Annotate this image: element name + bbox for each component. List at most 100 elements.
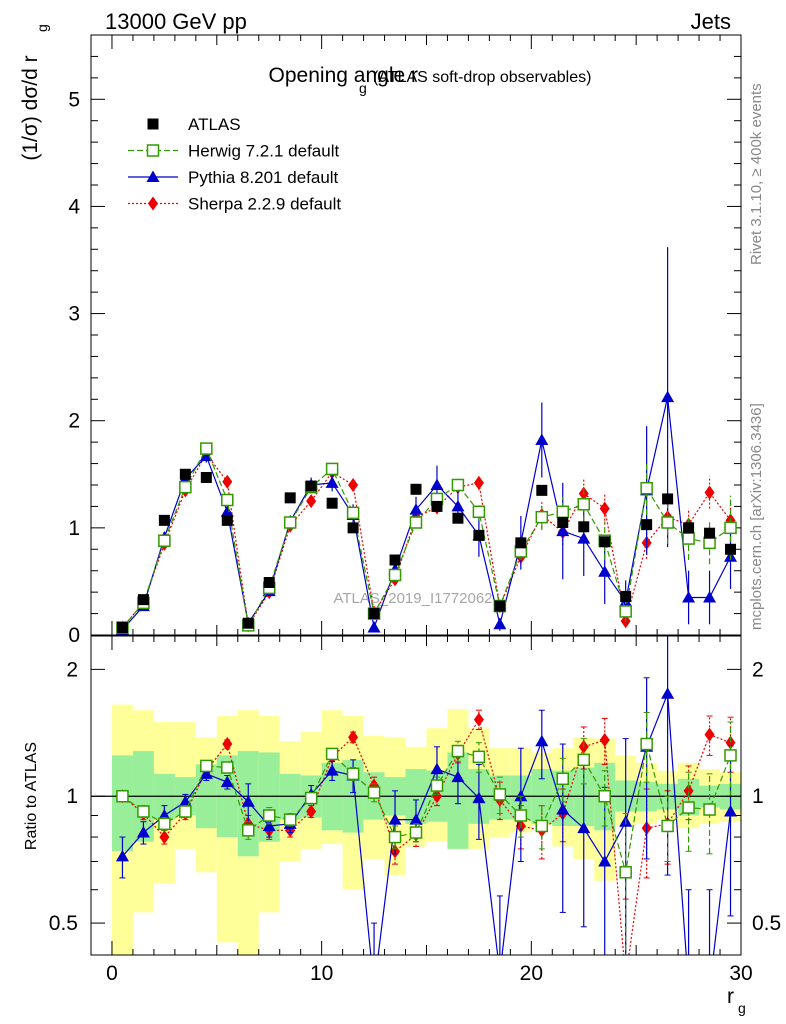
herwig-7-2-1-default-point — [661, 516, 674, 529]
atlas-point — [158, 514, 170, 526]
atlas-point — [683, 522, 695, 534]
main-y-tick-label: 3 — [68, 303, 80, 326]
herwig-7-2-1-default-point — [283, 516, 297, 529]
herwig-7-2-1-default-point — [556, 505, 570, 519]
main-y-tick-label: 5 — [68, 88, 80, 111]
ratio-y-tick-label: 1 — [66, 785, 78, 808]
main-axis-ticks — [91, 34, 742, 636]
pythia-8-201-default-point — [535, 433, 549, 445]
main-y-tick-labels: 0 1 2 3 4 5 — [68, 88, 80, 647]
atlas-point — [137, 594, 149, 606]
x-tick-labels: 0 10 20 30 — [106, 962, 753, 985]
atlas-point — [515, 537, 527, 549]
ratio-herwig-7-2-1-default-point — [200, 759, 213, 773]
atlas-point — [410, 483, 422, 495]
herwig-7-2-1-default-point — [200, 442, 213, 455]
main-y-tick-label: 0 — [68, 624, 80, 647]
ratio-y-tick-label: 2 — [66, 658, 78, 681]
ratio-pythia-8-201-default-point — [220, 775, 234, 788]
ratio-pythia-8-201-default-point — [368, 982, 381, 994]
pythia-8-201-default-point — [598, 565, 612, 577]
ratio-herwig-7-2-1-default-point — [242, 824, 255, 837]
atlas-point — [305, 480, 317, 492]
ratio-sherpa-2-2-9-default-point — [725, 735, 736, 750]
ratio-y-label-text: Ratio to ATLAS — [23, 742, 40, 850]
ratio-y-tick-labels: 0.5 0.5 1 1 2 2 — [49, 658, 781, 935]
ratio-y-tick-label-right: 1 — [752, 785, 764, 808]
ratio-axis-ticks — [91, 636, 742, 955]
main-y-tick-label: 4 — [68, 195, 80, 218]
x-axis-label-subscript: g — [738, 1000, 746, 1016]
ratio-sherpa-2-2-9-default-point — [704, 727, 715, 742]
ratio-herwig-7-2-1-default-point — [388, 830, 402, 844]
ratio-sherpa-2-2-9-default-point — [159, 830, 170, 845]
main-y-label-text: (1/σ) dσ/d r — [19, 55, 42, 160]
ratio-sherpa-2-2-9-default-line — [122, 718, 731, 955]
ratio-pythia-8-201-default-point — [598, 855, 612, 867]
legend-label-sherpa-2-2-9-default: Sherpa 2.2.9 default — [188, 195, 341, 214]
x-tick-label: 30 — [729, 962, 752, 985]
ratio-y-tick-label: 0.5 — [49, 912, 78, 935]
atlas-point — [536, 484, 548, 496]
legend-label-atlas: ATLAS — [188, 115, 241, 134]
ratio-herwig-7-2-1-default-point — [116, 789, 129, 803]
ratio-pythia-8-201-default-point — [703, 982, 716, 994]
atlas-point — [284, 492, 296, 504]
atlas-point — [326, 497, 338, 509]
ratio-pythia-8-201-default-point — [115, 849, 129, 862]
herwig-7-2-1-default-point — [346, 506, 360, 520]
ratio-herwig-7-2-1-default-point — [535, 819, 549, 833]
header-energy-label: 13000 GeV pp — [105, 9, 247, 34]
herwig-7-2-1-default-point — [535, 510, 549, 524]
main-y-tick-label: 1 — [68, 517, 80, 540]
series-pythia-8-201-default — [115, 247, 738, 635]
sherpa-2-2-9-default-point — [473, 475, 484, 490]
herwig-7-2-1-default-point — [158, 534, 171, 547]
atlas-point — [221, 514, 233, 526]
herwig-7-2-1-default-point — [451, 478, 465, 492]
legend-item-herwig-7-2-1-default: Herwig 7.2.1 default — [128, 142, 339, 161]
chart-title-subscript: g — [359, 80, 367, 96]
herwig-7-2-1-default-point — [409, 516, 423, 529]
ratio-series-layer — [115, 636, 738, 994]
ratio-herwig-7-2-1-default-line — [122, 743, 732, 873]
atlas-point — [599, 536, 611, 548]
herwig-7-2-1-default-point — [577, 498, 590, 511]
ratio-pythia-8-201-default-point — [430, 762, 444, 775]
ratio-pythia-8-201-default-point — [199, 767, 213, 779]
atlas-point — [473, 529, 485, 541]
sherpa-2-2-9-default-point — [222, 474, 233, 489]
pythia-8-201-default-point — [367, 621, 381, 633]
ratio-pythia-8-201-default-point — [136, 826, 150, 838]
ratio-herwig-7-2-1-default-point — [493, 788, 507, 801]
atlas-point — [347, 522, 359, 534]
ratio-herwig-7-2-1-default-point — [661, 819, 674, 833]
ratio-herwig-7-2-1-default-point — [640, 737, 653, 751]
main-y-axis-label: (1/σ) dσ/d r g — [19, 24, 50, 160]
herwig-7-2-1-default-point — [682, 532, 695, 545]
atlas-point — [242, 617, 254, 629]
ratio-herwig-7-2-1-default-point — [409, 826, 423, 839]
ratio-pythia-8-201-default-point — [241, 795, 255, 807]
legend-label-herwig-7-2-1-default: Herwig 7.2.1 default — [188, 142, 339, 161]
herwig-7-2-1-default-point — [472, 505, 486, 519]
mcplots-info: mcplots.cern.ch [arXiv:1306.3436] — [748, 403, 765, 630]
ratio-y-axis-label: Ratio to ATLAS — [23, 742, 40, 850]
atlas-point — [494, 600, 506, 612]
legend: ATLAS Herwig 7.2.1 default Pythia 8.201 de… — [128, 115, 341, 214]
atlas-point — [389, 554, 401, 566]
herwig-7-2-1-default-line — [121, 447, 731, 628]
rivet-info-text: Rivet 3.1.10, ≥ 400k events — [748, 83, 765, 265]
ratio-herwig-7-2-1-default-point — [619, 866, 632, 879]
legend-label-pythia-8-201-default: Pythia 8.201 default — [188, 168, 339, 187]
ratio-herwig-7-2-1-default-point — [304, 791, 318, 805]
ratio-herwig-7-2-1-default-point — [472, 750, 486, 764]
ratio-pythia-8-201-default-point — [724, 804, 738, 817]
ratio-herwig-7-2-1-default-point — [325, 747, 339, 761]
ratio-herwig-7-2-1-default-point — [179, 805, 192, 818]
ratio-sherpa-2-2-9-default-point — [306, 804, 317, 819]
atlas-point — [452, 512, 464, 524]
ratio-pythia-8-201-default-point — [388, 813, 402, 825]
sherpa-2-2-9-default-point — [704, 485, 715, 500]
atlas-point — [662, 493, 674, 505]
